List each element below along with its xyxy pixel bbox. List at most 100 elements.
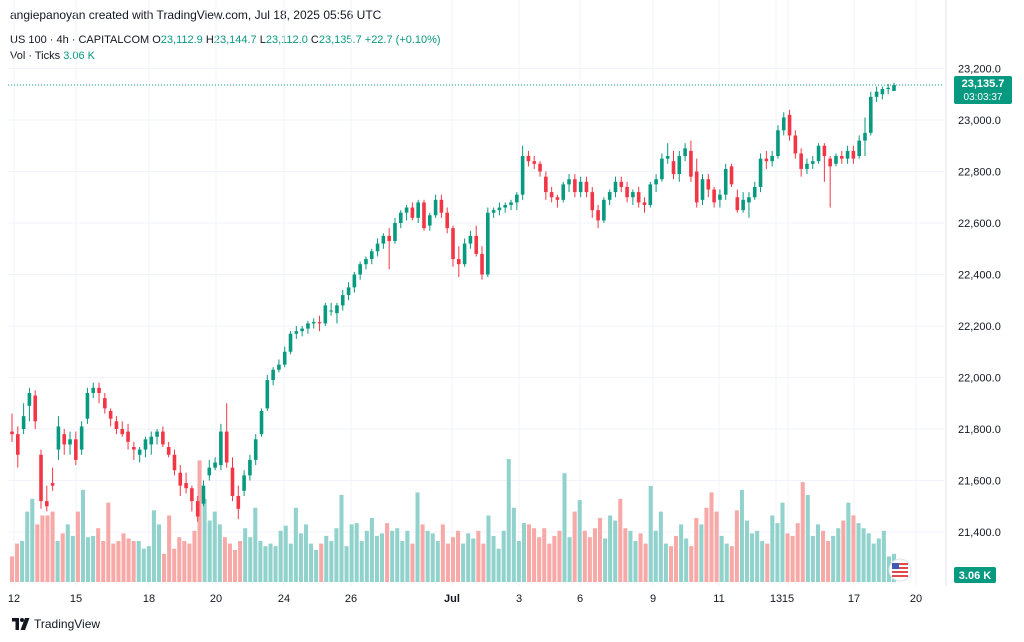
volume-bar [303, 524, 309, 582]
time-axis[interactable]: 12 15 18 20 24 26 Jul 3 6 9 11 13 15 17 20 [8, 593, 922, 605]
volume-bar [207, 520, 212, 582]
volume-bar [40, 515, 45, 582]
volume-bar [466, 533, 471, 582]
volume-bar [420, 524, 425, 582]
volume-bar [628, 530, 633, 582]
x-tick-label: 6 [577, 593, 583, 605]
volume-bar [172, 548, 177, 582]
candle-body [271, 369, 275, 381]
high-value: 23,144.7 [213, 34, 257, 46]
candle-body [335, 305, 339, 314]
candle-body [50, 483, 55, 486]
candle-body [178, 472, 183, 486]
candle-body [457, 259, 461, 265]
candle-body [404, 207, 409, 213]
us-flag-icon[interactable] [888, 558, 912, 582]
volume-bar [810, 535, 815, 582]
candle-body [828, 158, 832, 167]
volume-bar [329, 541, 334, 582]
candle-body [584, 181, 589, 193]
x-tick-label: 12 [8, 593, 20, 605]
candle-body [213, 462, 217, 468]
volume-bar [521, 523, 526, 582]
candle-body [874, 91, 879, 97]
volume-bar [25, 511, 30, 582]
volume-bar [430, 533, 435, 582]
candle-body [689, 150, 693, 177]
volume-bar [374, 535, 379, 582]
candle-body [491, 210, 496, 213]
y-tick-label: 22,400.0 [958, 270, 1001, 282]
volume-bar [415, 492, 420, 582]
candle-body [433, 199, 438, 216]
volume-bar [739, 489, 744, 582]
volume-bar [871, 543, 876, 582]
candle-body [103, 398, 107, 409]
volume-badge-bg [954, 567, 996, 583]
volume-bar [126, 538, 131, 582]
candle-body [747, 197, 751, 203]
candle-body [561, 184, 566, 200]
candle-body [16, 434, 20, 455]
candle-body [259, 410, 264, 435]
candle-body [648, 184, 653, 205]
volume-bar [744, 520, 750, 582]
volume-bar [668, 546, 673, 582]
volume-value: 3.06 K [63, 50, 95, 62]
candle-body [549, 192, 554, 198]
candle-body [294, 331, 299, 334]
candle-body [474, 235, 479, 254]
volume-bar [293, 507, 298, 582]
candle-body [741, 199, 745, 211]
volume-bar [552, 535, 557, 582]
volume-bar [309, 543, 314, 582]
candle-body [781, 117, 786, 131]
volume-bar [86, 537, 91, 582]
symbol-name[interactable]: US 100 · 4h · CAPITALCOM [10, 34, 150, 46]
price-axis[interactable]: 21,400.0 21,600.0 21,800.0 22,000.0 22,200.0… [958, 64, 1001, 540]
candle-body [230, 467, 235, 496]
volume-bar [354, 523, 359, 582]
x-tick-label: 17 [848, 593, 860, 605]
candle-body [317, 322, 322, 324]
tradingview-logo-icon [12, 618, 30, 630]
candle-body [787, 114, 792, 136]
tradingview-brand[interactable]: TradingView [12, 617, 100, 631]
volume-bar [709, 492, 714, 582]
candle-body [201, 485, 206, 504]
volume-bar [603, 538, 608, 582]
candle-body [74, 439, 78, 460]
volume-bar [30, 498, 35, 582]
candle-body [184, 483, 188, 489]
x-tick-label: 20 [910, 593, 922, 605]
candle-body [578, 181, 583, 193]
candle-body [752, 186, 757, 198]
volume-bar [177, 537, 182, 582]
volume-bar [314, 550, 319, 582]
candle-body [375, 243, 380, 252]
volume-bar [227, 543, 232, 582]
candle-body [636, 192, 641, 203]
candle-body [677, 156, 682, 175]
volume-label[interactable]: Vol · Ticks [10, 50, 61, 62]
candle-body [613, 181, 618, 193]
volume-bar [65, 524, 70, 582]
volume-bar [856, 523, 861, 582]
x-tick-label: 15 [70, 593, 82, 605]
volume-bar [141, 548, 146, 582]
candle-body [311, 322, 316, 324]
candle-body [619, 181, 624, 187]
volume-bar [851, 515, 856, 582]
last-price-badge: 23,135.7 03:03:37 [954, 76, 1012, 104]
candle-body [45, 501, 49, 507]
volume-bar [501, 530, 506, 582]
candle-body [851, 150, 856, 159]
volume-bar [699, 524, 704, 582]
candle-body [39, 454, 43, 502]
volume-bar [106, 502, 111, 582]
candle-body [573, 179, 577, 193]
candle-body [631, 192, 635, 198]
volume-bar [450, 537, 456, 582]
candle-body [346, 287, 351, 296]
